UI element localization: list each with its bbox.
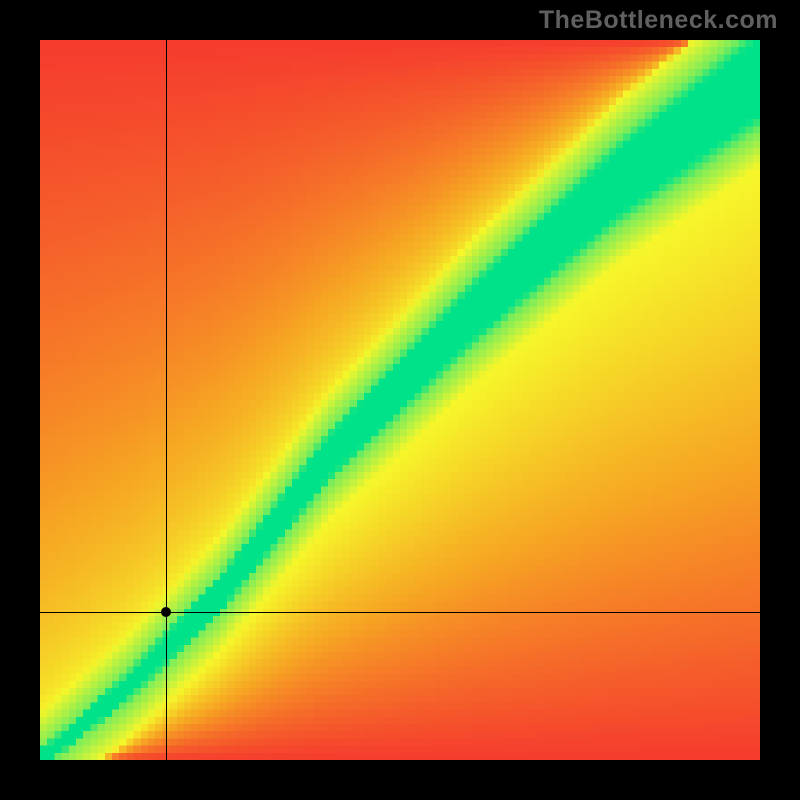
watermark-label: TheBottleneck.com bbox=[539, 6, 778, 35]
heatmap-canvas bbox=[40, 40, 760, 760]
crosshair-vertical bbox=[166, 40, 167, 760]
crosshair-horizontal bbox=[40, 612, 760, 613]
